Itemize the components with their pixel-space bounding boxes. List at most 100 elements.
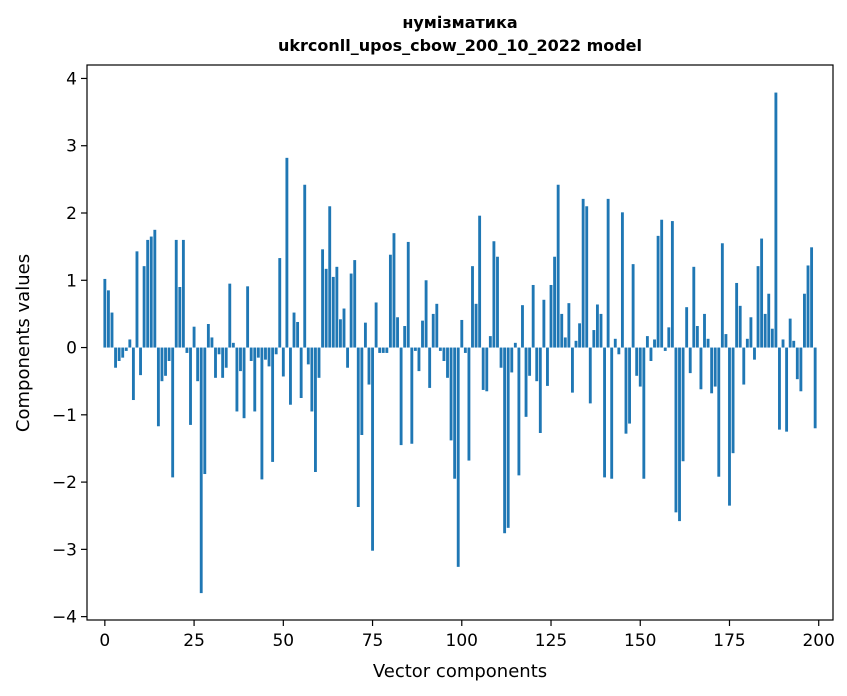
bar — [699, 347, 703, 390]
y-tick-label: 4 — [66, 69, 77, 89]
bar — [260, 347, 264, 480]
bar — [324, 268, 328, 348]
bar — [317, 347, 321, 378]
bar — [813, 347, 817, 429]
bar — [760, 238, 764, 348]
bar — [242, 347, 246, 419]
bar — [449, 347, 453, 441]
bar — [164, 347, 167, 376]
bar — [642, 347, 646, 479]
bar — [328, 206, 332, 348]
x-tick-label: 75 — [362, 631, 384, 651]
bar — [688, 347, 692, 374]
chart-title-line-2: ukrconll_upos_cbow_200_10_2022 model — [278, 36, 642, 55]
bar — [603, 347, 606, 478]
bar — [153, 229, 157, 348]
bar — [670, 221, 674, 348]
bar — [385, 347, 389, 353]
bar — [581, 198, 585, 348]
bar — [685, 307, 689, 348]
bar — [371, 347, 374, 551]
bar — [281, 347, 285, 377]
bar — [253, 347, 257, 412]
bar — [517, 347, 521, 476]
bar — [653, 339, 656, 348]
bar — [460, 319, 464, 348]
bar — [549, 284, 553, 348]
bar — [413, 347, 417, 351]
bar — [117, 347, 121, 361]
bar — [453, 347, 457, 479]
bar — [278, 258, 282, 348]
bar — [620, 212, 624, 348]
bar — [745, 338, 749, 348]
bar — [649, 347, 653, 361]
bar — [660, 219, 664, 348]
bar — [142, 266, 146, 348]
bar — [656, 235, 660, 348]
bar — [678, 347, 681, 522]
y-tick-label: −3 — [52, 540, 77, 560]
bar — [342, 308, 346, 348]
bar — [496, 256, 499, 348]
bar — [156, 347, 160, 427]
bar — [724, 334, 728, 348]
x-tick-label: 0 — [99, 631, 110, 651]
bar — [471, 266, 474, 348]
bar — [499, 347, 503, 368]
bar — [585, 206, 589, 348]
x-tick-label: 25 — [183, 631, 205, 651]
bar — [442, 347, 446, 361]
bar — [135, 251, 139, 348]
bar — [124, 347, 128, 351]
bar — [478, 215, 482, 348]
bar — [524, 347, 528, 417]
bar — [206, 324, 210, 348]
bar — [399, 347, 403, 446]
bar — [624, 347, 628, 434]
bar — [795, 347, 799, 380]
bar — [774, 92, 778, 348]
bar — [542, 299, 546, 348]
bar — [431, 313, 435, 348]
bar — [456, 347, 460, 567]
bar — [306, 347, 310, 365]
bar — [571, 347, 574, 393]
bar — [735, 282, 739, 348]
bar — [531, 284, 535, 348]
bar — [353, 260, 357, 348]
bar — [196, 347, 200, 382]
x-axis-label: Vector components — [373, 661, 547, 682]
bar — [506, 347, 510, 528]
x-tick-label: 175 — [713, 631, 745, 651]
y-tick-label: −4 — [52, 608, 77, 628]
bar — [388, 254, 392, 348]
y-tick-label: 1 — [66, 271, 77, 291]
bar — [435, 303, 439, 348]
bar — [588, 347, 592, 404]
x-axis-ticks: 0 25 50 75 100 125 150 175 200 — [99, 620, 835, 651]
bar — [638, 347, 642, 387]
bar — [510, 347, 514, 373]
bar — [710, 347, 714, 394]
bar — [563, 337, 567, 348]
bar — [567, 303, 571, 348]
bar — [221, 347, 225, 378]
bar — [674, 347, 678, 513]
bar — [613, 338, 617, 348]
bar — [256, 347, 260, 358]
bar — [321, 249, 325, 348]
bar — [595, 304, 599, 348]
bar — [535, 347, 539, 382]
bar — [210, 337, 214, 348]
bar — [349, 273, 353, 348]
bar — [339, 319, 342, 348]
bar — [681, 347, 685, 462]
bar — [617, 347, 621, 355]
bar — [171, 347, 175, 478]
bar — [417, 347, 421, 372]
bar — [239, 347, 242, 372]
bar — [128, 339, 132, 348]
bar — [574, 340, 578, 348]
